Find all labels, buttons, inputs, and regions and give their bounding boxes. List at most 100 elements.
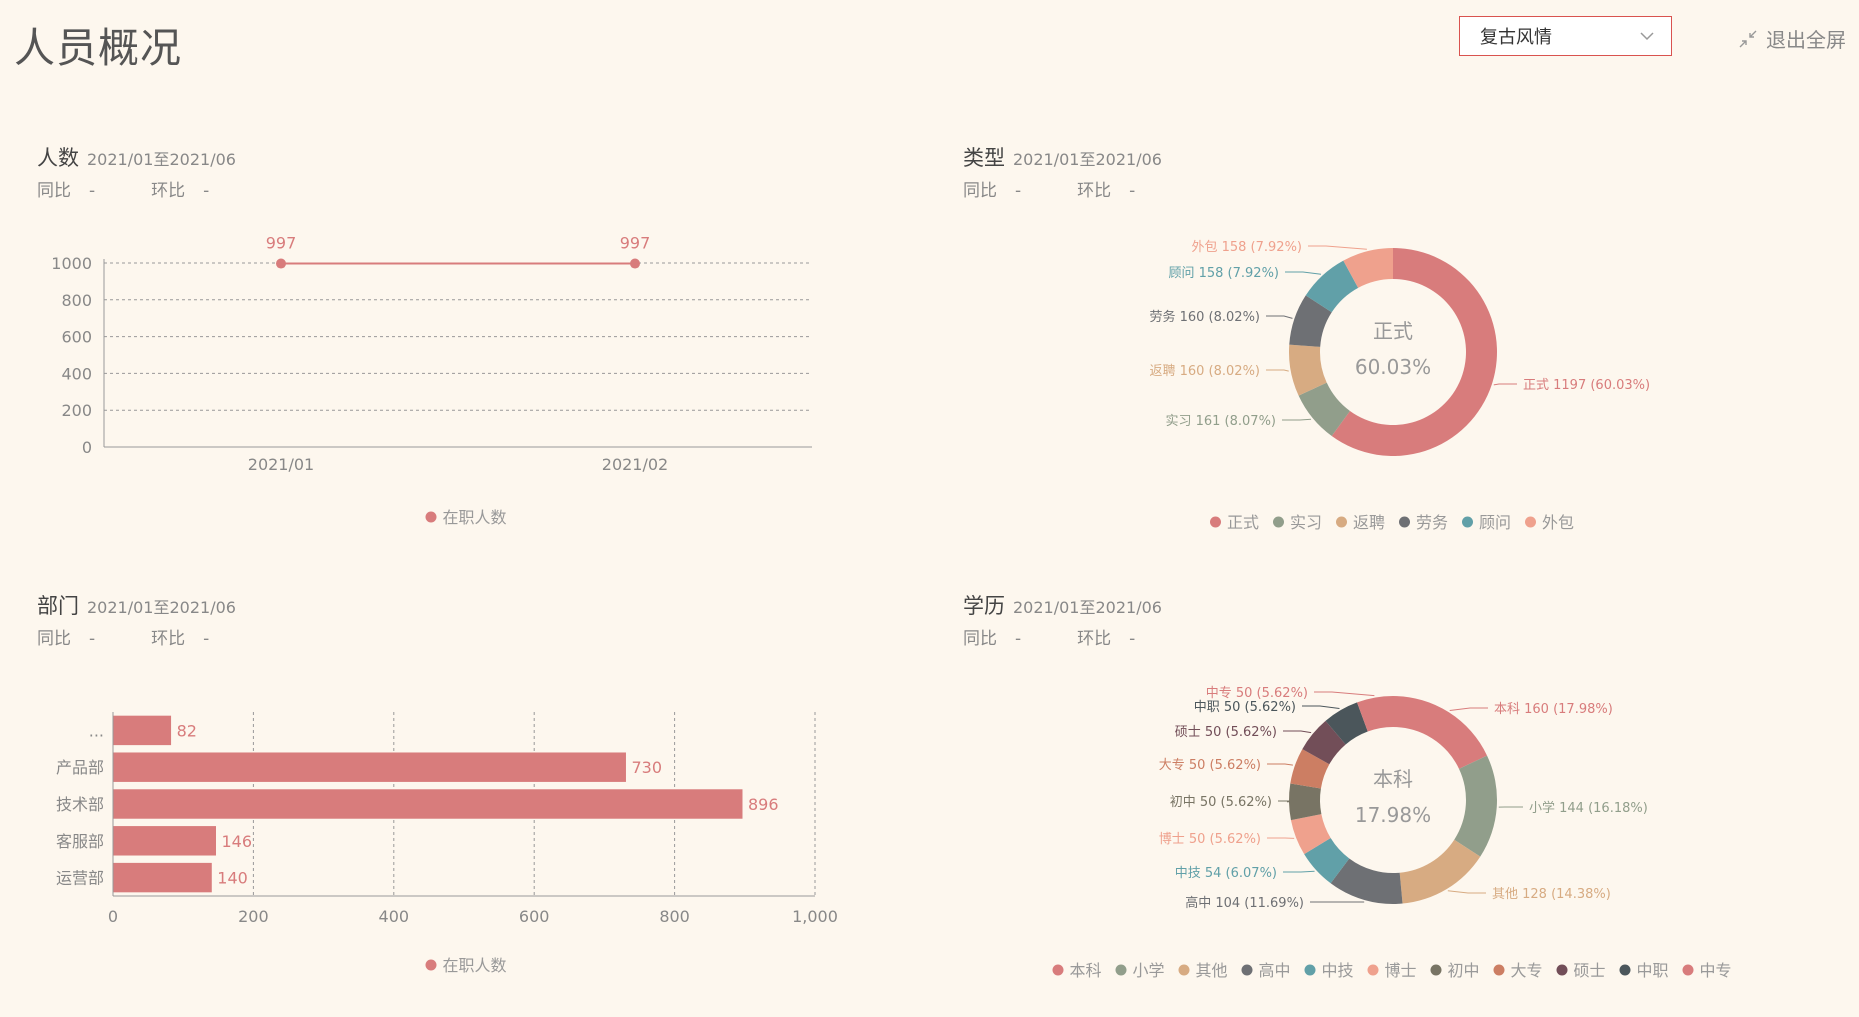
legend-item[interactable]: 小学 bbox=[1115, 961, 1165, 980]
yoy-value: - bbox=[1015, 629, 1022, 649]
legend-item[interactable]: 硕士 bbox=[1556, 961, 1606, 980]
pie-slice[interactable] bbox=[1393, 696, 1488, 769]
pie-slice[interactable] bbox=[1357, 696, 1393, 732]
slice-label: 外包 158 (7.92%) bbox=[1191, 240, 1302, 255]
y-tick-label: ... bbox=[89, 721, 104, 740]
legend-swatch bbox=[1336, 516, 1347, 528]
legend-item[interactable]: 中技 bbox=[1304, 961, 1354, 980]
legend-item[interactable]: 返聘 bbox=[1336, 513, 1385, 532]
bar[interactable] bbox=[113, 826, 216, 856]
theme-select[interactable]: 复古风情 bbox=[1459, 16, 1672, 56]
legend-label: 在职人数 bbox=[443, 508, 507, 527]
label-leader bbox=[1285, 271, 1322, 275]
legend-label: 顾问 bbox=[1479, 513, 1511, 532]
yoy-label: 同比 bbox=[37, 181, 71, 201]
legend-item[interactable]: 在职人数 bbox=[425, 956, 507, 975]
x-tick-label: 400 bbox=[379, 907, 410, 926]
label-leader bbox=[1447, 890, 1486, 894]
legend-item[interactable]: 博士 bbox=[1367, 961, 1417, 980]
data-point[interactable] bbox=[276, 258, 286, 269]
slice-label: 初中 50 (5.62%) bbox=[1170, 795, 1272, 810]
exit-fullscreen-icon bbox=[1739, 30, 1757, 47]
center-label: 本科 bbox=[1373, 767, 1413, 791]
data-label: 82 bbox=[177, 721, 197, 740]
pie-slice[interactable] bbox=[1305, 260, 1359, 313]
pie-slice[interactable] bbox=[1325, 702, 1368, 745]
legend-item[interactable]: 劳务 bbox=[1399, 513, 1448, 532]
mom-label: 环比 bbox=[1077, 181, 1112, 201]
data-label: 140 bbox=[217, 869, 248, 888]
bar[interactable] bbox=[113, 789, 743, 819]
legend-item[interactable]: 实习 bbox=[1273, 513, 1322, 532]
label-leader bbox=[1267, 763, 1293, 766]
legend-item[interactable]: 中专 bbox=[1682, 961, 1732, 980]
legend-item[interactable]: 高中 bbox=[1241, 961, 1291, 980]
data-point[interactable] bbox=[630, 258, 640, 269]
pie-slice[interactable] bbox=[1454, 755, 1497, 857]
center-label: 正式 bbox=[1373, 319, 1413, 343]
exit-fullscreen-button[interactable]: 退出全屏 bbox=[1738, 24, 1846, 53]
legend-label: 中职 bbox=[1637, 961, 1669, 980]
mom-value: - bbox=[1129, 181, 1136, 201]
legend-swatch bbox=[1430, 964, 1442, 976]
legend-item[interactable]: 在职人数 bbox=[425, 508, 507, 527]
pie-slice[interactable] bbox=[1330, 858, 1403, 905]
yoy-value: - bbox=[89, 181, 96, 201]
pie-slice[interactable] bbox=[1399, 839, 1481, 904]
pie-slice[interactable] bbox=[1288, 344, 1327, 396]
legend-label: 高中 bbox=[1259, 961, 1291, 980]
legend-item[interactable]: 初中 bbox=[1430, 961, 1480, 980]
legend-swatch bbox=[1304, 964, 1316, 976]
x-tick-label: 600 bbox=[519, 907, 550, 926]
legend-item[interactable]: 其他 bbox=[1178, 961, 1228, 980]
dept-range: 2021/01至2021/06 bbox=[87, 598, 236, 617]
label-leader bbox=[1283, 870, 1315, 873]
pie-slice[interactable] bbox=[1298, 382, 1350, 437]
legend-item[interactable]: 正式 bbox=[1210, 513, 1259, 532]
legend-label: 本科 bbox=[1070, 961, 1102, 980]
edu-title: 学历 bbox=[963, 594, 1005, 618]
legend-label: 初中 bbox=[1448, 961, 1480, 980]
legend-item[interactable]: 本科 bbox=[1052, 961, 1102, 980]
center-value: 17.98% bbox=[1355, 803, 1431, 827]
page-title: 人员概况 bbox=[14, 24, 182, 72]
yoy-value: - bbox=[89, 629, 96, 649]
legend-item[interactable]: 中职 bbox=[1619, 961, 1669, 980]
headcount-title: 人数 bbox=[37, 146, 79, 170]
legend-item[interactable]: 大专 bbox=[1493, 961, 1543, 980]
legend-label: 在职人数 bbox=[443, 956, 507, 975]
legend-swatch bbox=[1619, 964, 1631, 976]
legend-label: 外包 bbox=[1542, 513, 1574, 532]
x-tick-label: 2021/02 bbox=[602, 455, 668, 474]
pie-slice[interactable] bbox=[1290, 814, 1331, 855]
data-label: 997 bbox=[620, 234, 651, 253]
slice-label: 高中 104 (11.69%) bbox=[1185, 895, 1304, 911]
label-leader bbox=[1283, 730, 1312, 734]
legend-swatch bbox=[1556, 964, 1568, 976]
pie-slice[interactable] bbox=[1343, 248, 1393, 288]
label-leader bbox=[1278, 800, 1297, 803]
bar[interactable] bbox=[113, 752, 626, 782]
center-value: 60.03% bbox=[1355, 355, 1431, 379]
legend-swatch bbox=[1241, 964, 1253, 976]
pie-slice[interactable] bbox=[1302, 720, 1346, 765]
legend-swatch bbox=[1682, 964, 1694, 976]
x-tick-label: 200 bbox=[238, 907, 269, 926]
pie-slice[interactable] bbox=[1289, 783, 1322, 821]
legend-item[interactable]: 外包 bbox=[1525, 513, 1574, 532]
legend-swatch bbox=[1399, 516, 1410, 528]
pie-slice[interactable] bbox=[1289, 295, 1332, 347]
legend-swatch bbox=[1493, 964, 1505, 976]
label-leader bbox=[1308, 245, 1367, 250]
legend-swatch bbox=[1178, 964, 1190, 976]
pie-slice[interactable] bbox=[1290, 749, 1330, 789]
legend-swatch bbox=[1367, 964, 1379, 976]
bar[interactable] bbox=[113, 862, 212, 893]
pie-slice[interactable] bbox=[1304, 837, 1350, 884]
legend-item[interactable]: 顾问 bbox=[1462, 513, 1511, 532]
bar[interactable] bbox=[113, 715, 172, 746]
slice-label: 小学 144 (16.18%) bbox=[1529, 800, 1648, 816]
data-label: 997 bbox=[266, 234, 297, 253]
pie-slice[interactable] bbox=[1331, 247, 1498, 456]
mom-label: 环比 bbox=[151, 181, 186, 201]
